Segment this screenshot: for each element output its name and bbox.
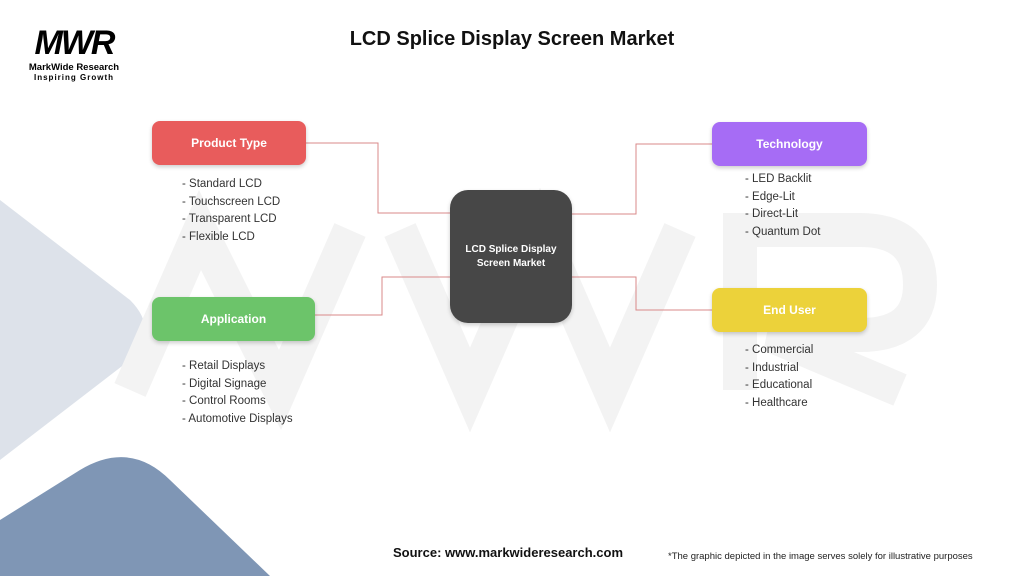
list-item: - Retail Displays: [182, 360, 266, 372]
background-shape-blue: [0, 457, 270, 576]
list-item: - Educational: [745, 379, 813, 391]
node-technology: Technology: [712, 122, 867, 166]
list-end-user: - Commercial - Industrial - Educational …: [745, 342, 813, 412]
list-item: - Industrial: [745, 361, 799, 374]
list-item: - Touchscreen LCD: [182, 195, 281, 208]
list-item: - Transparent LCD: [182, 213, 277, 225]
list-item: - Digital Signage: [182, 377, 267, 390]
connector-end-user: [572, 276, 712, 311]
page-title: LCD Splice Display Screen Market: [349, 28, 675, 50]
list-item: - LED Backlit: [745, 173, 812, 185]
node-product-type: Product Type: [152, 121, 306, 165]
list-item: - Flexible LCD: [182, 230, 255, 243]
center-node: LCD Splice Display Screen Market: [450, 190, 572, 323]
background-triangle: [0, 200, 145, 460]
connector-product-type: [306, 142, 450, 214]
center-label-line1: LCD Splice Display: [465, 243, 557, 255]
list-item: - Quantum Dot: [745, 225, 821, 238]
logo-name: MarkWide Research: [28, 62, 120, 73]
list-item: - Edge-Lit: [745, 190, 795, 203]
logo-mark: MWR: [34, 24, 116, 62]
logo-tagline: Inspiring Growth: [34, 73, 114, 82]
list-technology: - LED Backlit - Edge-Lit - Direct-Lit - …: [745, 171, 820, 241]
list-item: - Control Rooms: [182, 395, 266, 407]
disclaimer-text: *The graphic depicted in the image serve…: [668, 551, 973, 562]
center-label-line2: Screen Market: [476, 257, 546, 269]
list-item: - Direct-Lit: [745, 208, 799, 220]
list-item: - Commercial: [745, 344, 814, 356]
node-application: Application: [152, 297, 315, 341]
list-item: - Healthcare: [745, 396, 808, 409]
node-end-user: End User: [712, 288, 867, 332]
list-item: - Automotive Displays: [182, 412, 293, 425]
logo: MWR MarkWide Research Inspiring Growth: [22, 24, 126, 83]
list-item: - Standard LCD: [182, 178, 262, 190]
source-text: Source: www.markwideresearch.com: [393, 545, 624, 560]
list-application: - Retail Displays - Digital Signage - Co…: [182, 358, 293, 428]
connector-technology: [572, 143, 712, 215]
connector-application: [315, 276, 450, 316]
list-product-type: - Standard LCD - Touchscreen LCD - Trans…: [182, 176, 280, 246]
